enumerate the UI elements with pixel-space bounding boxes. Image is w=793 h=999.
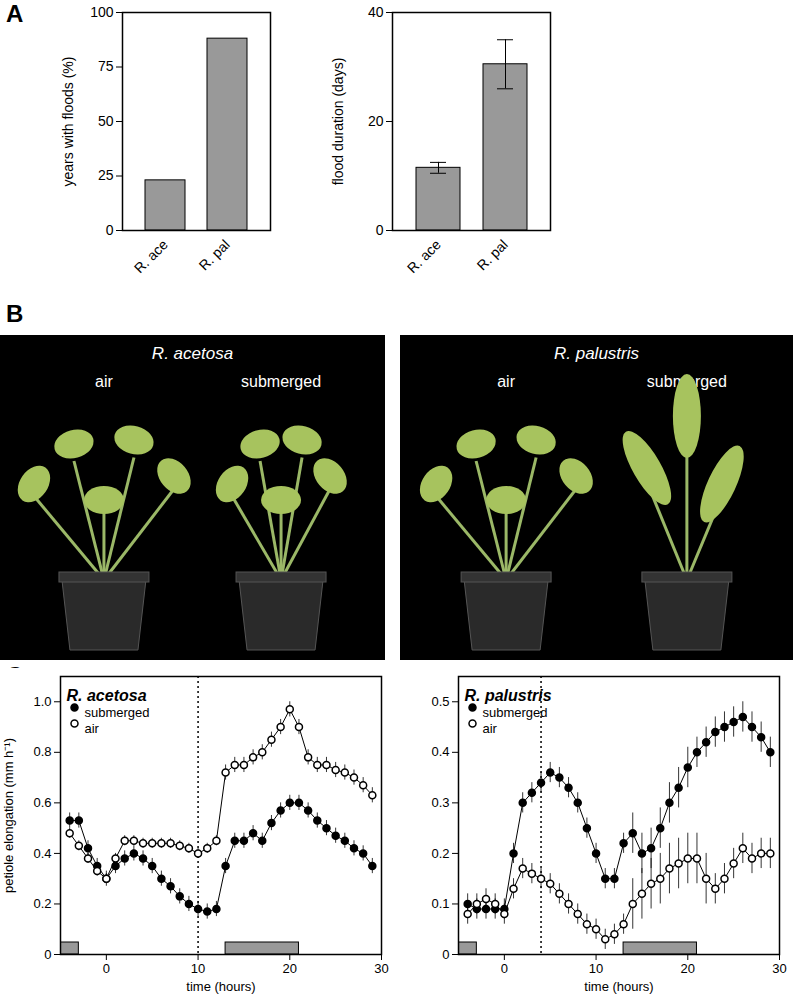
svg-text:0.6: 0.6	[33, 795, 51, 810]
svg-text:R. pal: R. pal	[474, 236, 511, 273]
svg-text:air: air	[95, 373, 113, 390]
svg-text:submerged: submerged	[241, 373, 321, 390]
svg-text:air: air	[483, 721, 498, 736]
svg-text:0.2: 0.2	[431, 846, 449, 861]
svg-text:1.0: 1.0	[33, 694, 51, 709]
svg-text:air: air	[85, 721, 100, 736]
svg-text:0: 0	[106, 222, 114, 238]
svg-text:0: 0	[103, 961, 110, 976]
svg-text:0: 0	[44, 947, 51, 962]
svg-text:time (hours): time (hours)	[186, 979, 255, 994]
svg-text:0.1: 0.1	[431, 896, 449, 911]
svg-text:75: 75	[98, 58, 114, 74]
svg-text:R. palustris: R. palustris	[465, 687, 552, 704]
svg-text:0.4: 0.4	[33, 846, 51, 861]
svg-text:R. palustris: R. palustris	[554, 344, 640, 363]
svg-text:R. ace: R. ace	[131, 236, 171, 276]
svg-text:petiole elongation (mm h⁻¹): petiole elongation (mm h⁻¹)	[1, 738, 16, 893]
svg-text:0.3: 0.3	[431, 795, 449, 810]
svg-text:0: 0	[501, 961, 508, 976]
svg-text:25: 25	[98, 167, 114, 183]
svg-text:R. acetosa: R. acetosa	[152, 344, 233, 363]
svg-text:30: 30	[772, 961, 786, 976]
svg-text:submerged: submerged	[85, 705, 150, 720]
svg-text:flood duration (days): flood duration (days)	[330, 58, 346, 186]
svg-text:20: 20	[283, 961, 297, 976]
svg-text:0: 0	[442, 947, 449, 962]
svg-text:20: 20	[681, 961, 695, 976]
html-text:A: A	[6, 0, 24, 27]
svg-text:submerged: submerged	[646, 373, 727, 390]
svg-text:10: 10	[589, 961, 603, 976]
svg-text:years with floods (%): years with floods (%)	[60, 57, 76, 187]
svg-text:0.5: 0.5	[431, 694, 449, 709]
svg-text:20: 20	[368, 113, 384, 129]
svg-text:0.8: 0.8	[33, 744, 51, 759]
svg-text:R. pal: R. pal	[196, 236, 233, 273]
html-text:C: C	[6, 662, 24, 689]
html-text:B: B	[6, 300, 24, 327]
svg-text:50: 50	[98, 113, 114, 129]
svg-text:submerged: submerged	[483, 705, 548, 720]
svg-text:R. acetosa: R. acetosa	[67, 687, 147, 704]
svg-text:10: 10	[191, 961, 205, 976]
svg-text:0: 0	[376, 222, 384, 238]
svg-text:0.2: 0.2	[33, 896, 51, 911]
svg-text:air: air	[497, 373, 515, 390]
svg-text:100: 100	[90, 4, 114, 20]
svg-text:0.4: 0.4	[431, 744, 449, 759]
svg-text:40: 40	[368, 4, 384, 20]
svg-text:R. ace: R. ace	[404, 236, 444, 276]
svg-text:time (hours): time (hours)	[584, 979, 653, 994]
svg-text:30: 30	[374, 961, 388, 976]
